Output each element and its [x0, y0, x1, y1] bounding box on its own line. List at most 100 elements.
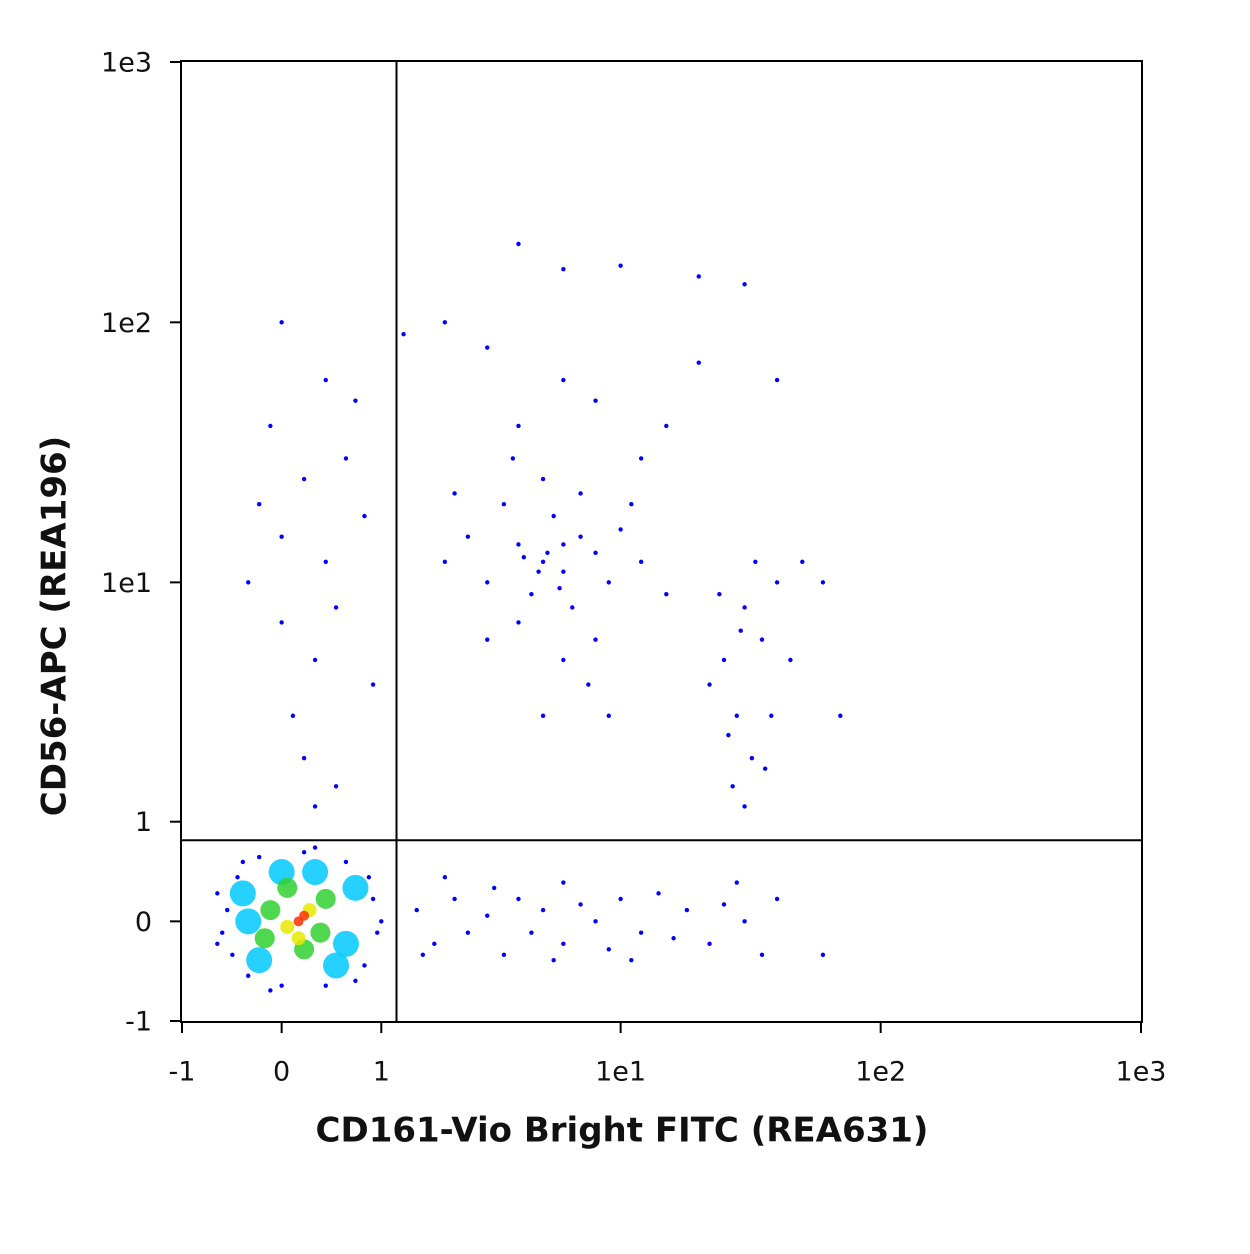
event-dot: [301, 850, 307, 855]
event-dot: [671, 936, 676, 941]
event-dot: [302, 859, 329, 886]
event-dot: [762, 766, 768, 771]
event-dot: [312, 845, 318, 850]
event-dot: [536, 569, 541, 574]
event-dot: [606, 580, 611, 585]
event-dot: [742, 919, 747, 924]
x-tick-label: 1e3: [1116, 1057, 1167, 1088]
event-dot: [820, 952, 826, 957]
event-dot: [240, 859, 246, 865]
event-dot: [753, 559, 758, 565]
event-dot: [769, 713, 774, 718]
event-dot: [256, 502, 262, 507]
event-dot: [734, 713, 739, 718]
event-dot: [742, 804, 747, 809]
event-dot: [638, 559, 644, 565]
event-dot: [561, 377, 566, 383]
event-dot: [606, 713, 611, 718]
event-dot: [684, 907, 690, 913]
event-dot: [230, 952, 235, 957]
event-dot: [593, 398, 598, 403]
event-dot: [516, 241, 521, 247]
event-dot: [215, 941, 220, 947]
event-dot: [362, 513, 367, 519]
event-dot: [442, 875, 448, 880]
event-dot: [578, 534, 583, 539]
event-dot: [254, 928, 275, 949]
x-tick-label: 1e2: [855, 1057, 906, 1088]
y-tick-label: 1: [135, 807, 152, 838]
y-tick-label: 0: [135, 907, 152, 938]
event-dot: [246, 947, 273, 974]
event-dot: [540, 713, 546, 718]
event-dot: [401, 332, 406, 337]
event-dot: [696, 360, 701, 365]
event-dot: [491, 885, 497, 891]
event-dot: [618, 263, 623, 268]
y-tick-label: 1e1: [101, 568, 152, 599]
event-dot: [717, 592, 722, 597]
event-dot: [485, 580, 490, 585]
x-tick-label: 0: [273, 1057, 290, 1088]
event-dot: [215, 891, 220, 896]
event-dot: [529, 592, 534, 597]
event-dot: [820, 580, 826, 585]
event-dot: [501, 952, 507, 957]
event-dot: [366, 875, 372, 880]
event-dot: [375, 930, 380, 935]
event-dot: [570, 605, 575, 610]
event-dot: [586, 682, 591, 687]
event-dot: [229, 880, 256, 907]
event-dot: [291, 931, 306, 946]
event-dot: [638, 930, 644, 935]
event-dot: [333, 605, 339, 610]
event-dot: [516, 423, 521, 429]
y-axis-title: CD56-APC (REA196): [35, 436, 75, 816]
event-dot: [301, 755, 307, 761]
event-dot: [442, 559, 448, 565]
event-dot: [551, 513, 556, 519]
event-dot: [268, 423, 273, 429]
event-dot: [721, 657, 727, 663]
event-dot: [256, 854, 262, 860]
event-dot: [551, 957, 556, 963]
event-dot: [432, 941, 437, 947]
event-dot: [312, 804, 318, 809]
event-dot: [442, 320, 448, 325]
event-dot: [800, 559, 805, 565]
event-dot: [353, 398, 358, 403]
event-dot: [734, 880, 739, 885]
event-dot: [838, 713, 843, 718]
event-dot: [593, 919, 598, 924]
y-tick-label: 1e3: [101, 48, 152, 79]
plot-frame: [180, 60, 1143, 1023]
event-dot: [323, 559, 328, 565]
event-dot: [235, 875, 240, 880]
event-dot: [656, 891, 661, 896]
event-dot: [730, 784, 735, 789]
event-dot: [510, 456, 516, 461]
event-dot: [516, 896, 521, 902]
event-dot: [738, 628, 743, 633]
event-dot: [749, 755, 755, 761]
event-dot: [638, 456, 644, 461]
event-dot: [696, 274, 701, 279]
event-dot: [501, 502, 507, 507]
event-dot: [664, 423, 669, 429]
event-dot: [333, 784, 339, 789]
event-dot: [593, 550, 598, 556]
event-dot: [578, 902, 583, 907]
event-dot: [774, 377, 780, 383]
event-dot: [323, 952, 350, 979]
event-dot: [561, 569, 566, 574]
event-dot: [485, 913, 490, 918]
x-axis-title: CD161-Vio Bright FITC (REA631): [316, 1111, 929, 1151]
event-dot: [277, 877, 298, 898]
event-dot: [279, 320, 284, 325]
event-dot: [279, 534, 284, 539]
event-dot: [540, 476, 546, 482]
event-dot: [561, 941, 566, 947]
event-dot: [260, 900, 281, 921]
event-dot: [707, 682, 712, 687]
event-dot: [220, 930, 225, 935]
